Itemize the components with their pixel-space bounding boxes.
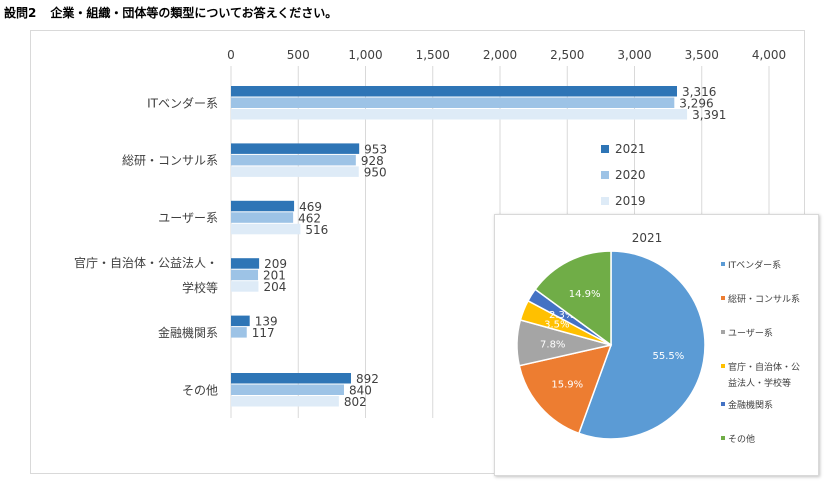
legend-swatch <box>601 171 609 179</box>
bar <box>231 154 356 166</box>
pie-data-label: 14.9% <box>569 289 601 300</box>
pie-data-label: 55.5% <box>653 351 685 362</box>
legend-label: 2019 <box>615 194 646 208</box>
category-label: その他 <box>182 383 218 397</box>
data-label: 209 <box>264 257 287 271</box>
data-label: 950 <box>364 165 387 179</box>
data-label: 928 <box>361 154 384 168</box>
page-title: 設問2 企業・組織・団体等の類型についてお答えください。 <box>4 4 337 21</box>
legend-swatch <box>601 197 609 205</box>
pie-title: 2021 <box>632 231 663 245</box>
pie-data-label: 2.3% <box>549 310 574 321</box>
category-label: ITベンダー系 <box>147 95 218 110</box>
bar <box>231 258 260 269</box>
data-label: 3,391 <box>692 108 726 122</box>
x-tick-label: 1,000 <box>348 48 382 62</box>
category-label: 総研・コンサル系 <box>122 154 218 168</box>
data-label: 469 <box>299 200 322 214</box>
legend-label: 2020 <box>615 168 646 182</box>
pie-data-label: 7.8% <box>540 340 565 351</box>
bar <box>231 212 294 223</box>
data-label: 892 <box>356 372 379 386</box>
question-text: 企業・組織・団体等の類型についてお答えください。 <box>50 6 338 20</box>
pie-legend-swatch <box>721 330 725 334</box>
legend-swatch <box>601 145 609 153</box>
x-tick-label: 3,500 <box>685 48 719 62</box>
pie-legend-label: 金融機関系 <box>728 399 773 411</box>
pie-legend-swatch <box>721 402 725 406</box>
pie-legend-label: 総研・コンサル系 <box>728 293 800 305</box>
pie-data-label: 15.9% <box>551 380 583 391</box>
pie-legend-label: 官庁・自治体・公 <box>728 361 800 373</box>
data-label: 204 <box>263 280 286 294</box>
x-tick-label: 3,000 <box>617 48 651 62</box>
bar <box>231 396 339 407</box>
legend-label: 2021 <box>615 142 646 156</box>
data-label: 139 <box>255 315 278 329</box>
x-tick-label: 1,500 <box>416 48 450 62</box>
pie-chart: 2021 55.5% 15.9% 7.8% 3.5%2.3% 14.9% ITベンダー系総研… <box>516 231 800 445</box>
data-label: 3,316 <box>682 85 716 99</box>
x-tick-label: 500 <box>287 48 310 62</box>
pie-legend-label: ユーザー系 <box>728 328 773 339</box>
pie-legend-swatch <box>721 436 725 440</box>
data-label: 462 <box>298 211 321 225</box>
category-label: 官庁・自治体・公益法人・ <box>74 255 218 270</box>
bar <box>231 97 675 108</box>
data-label: 802 <box>344 395 367 409</box>
pie-data-label: 3.5% <box>544 319 569 330</box>
bar <box>231 373 351 384</box>
data-label: 516 <box>305 223 328 237</box>
data-label: 953 <box>364 142 387 156</box>
bar <box>231 109 688 120</box>
data-label: 3,296 <box>679 97 713 111</box>
pie-slice <box>534 250 612 347</box>
bar <box>231 269 259 281</box>
data-label: 201 <box>263 269 286 283</box>
pie-legend-label: 益法人・学校等 <box>728 377 791 389</box>
bar <box>231 281 259 292</box>
x-tick-label: 4,000 <box>752 48 786 62</box>
category-label: ユーザー系 <box>158 211 218 225</box>
bar <box>231 200 295 212</box>
pie-legend-swatch <box>721 296 725 300</box>
pie-legend-swatch <box>721 262 725 266</box>
bar <box>231 315 250 327</box>
category-label: 学校等 <box>182 280 218 295</box>
x-tick-label: 2,500 <box>550 48 584 62</box>
bar <box>231 384 344 395</box>
category-label: 金融機関系 <box>158 325 218 340</box>
pie-slice <box>518 343 613 435</box>
bar <box>231 166 359 177</box>
pie-legend-label: ITベンダー系 <box>728 259 781 271</box>
data-label: 840 <box>349 384 372 398</box>
x-tick-label: 2,000 <box>483 48 517 62</box>
pie-chart-box: 2021 55.5% 15.9% 7.8% 3.5% 2.3% 14.9% ITベンダー系総研… <box>494 214 819 476</box>
pie-legend-label: その他 <box>728 433 755 445</box>
bar <box>231 86 678 97</box>
data-label: 117 <box>252 326 275 340</box>
pie-slice <box>577 250 706 440</box>
pie-legend-swatch <box>721 364 725 368</box>
question-number: 設問2 <box>4 6 37 20</box>
bar <box>231 223 301 235</box>
bar <box>231 143 360 154</box>
bar <box>231 327 247 338</box>
x-tick-label: 0 <box>227 48 235 62</box>
